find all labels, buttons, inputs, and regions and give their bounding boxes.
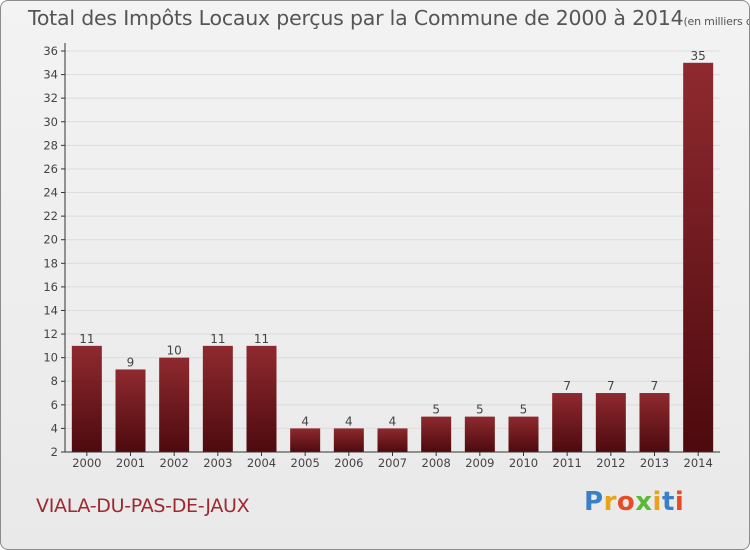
y-tick-label: 20 — [43, 233, 58, 247]
value-label: 11 — [254, 332, 269, 346]
value-label: 35 — [691, 49, 706, 63]
y-tick-label: 18 — [43, 256, 58, 270]
y-tick-label: 6 — [51, 398, 58, 412]
logo-letter: i — [652, 487, 662, 517]
x-tick-label: 2013 — [640, 456, 669, 470]
commune-name: VIALA-DU-PAS-DE-JAUX — [36, 495, 250, 517]
x-tick-label: 2009 — [465, 456, 494, 470]
value-label: 5 — [432, 403, 440, 417]
value-label: 7 — [563, 379, 571, 393]
logo-letter: P — [584, 487, 604, 517]
bar-2009 — [464, 416, 495, 452]
value-label: 5 — [520, 403, 528, 417]
x-tick-label: 2000 — [72, 456, 101, 470]
value-label: 7 — [651, 379, 659, 393]
bar-2010 — [508, 416, 539, 452]
bar-2011 — [552, 393, 583, 452]
y-tick-label: 30 — [43, 115, 58, 129]
bar-2001 — [115, 369, 146, 452]
logo-letter: r — [603, 487, 617, 517]
y-tick-label: 34 — [43, 68, 58, 82]
x-tick-label: 2002 — [160, 456, 189, 470]
x-tick-label: 2007 — [378, 456, 407, 470]
value-label: 4 — [345, 414, 353, 428]
y-tick-label: 2 — [51, 445, 58, 459]
y-tick-label: 10 — [43, 351, 58, 365]
y-tick-label: 32 — [43, 91, 58, 105]
x-tick-label: 2011 — [553, 456, 582, 470]
x-tick-label: 2008 — [422, 456, 451, 470]
x-tick-label: 2003 — [203, 456, 232, 470]
x-tick-label: 2006 — [334, 456, 363, 470]
bar-2000 — [71, 345, 102, 452]
y-tick-label: 22 — [43, 209, 58, 223]
value-label: 9 — [127, 355, 135, 369]
bar-2013 — [639, 393, 670, 452]
y-tick-label: 12 — [43, 327, 58, 341]
value-label: 7 — [607, 379, 615, 393]
chart-title-unit: (en milliers d'€) — [683, 15, 749, 28]
x-tick-label: 2005 — [291, 456, 320, 470]
bar-2004 — [246, 345, 277, 452]
y-tick-label: 28 — [43, 138, 58, 152]
value-label: 11 — [79, 332, 94, 346]
y-tick-label: 8 — [51, 374, 58, 388]
y-tick-label: 4 — [51, 421, 58, 435]
logo-letter: i — [674, 487, 685, 517]
chart-title-text: Total des Impôts Locaux perçus par la Co… — [28, 6, 684, 30]
value-label: 11 — [210, 332, 225, 346]
logo-letter: o — [616, 487, 636, 517]
bar-2008 — [421, 416, 452, 452]
y-tick-label: 16 — [43, 280, 58, 294]
y-tick-label: 26 — [43, 162, 58, 176]
x-tick-label: 2001 — [116, 456, 145, 470]
bar-2007 — [377, 428, 408, 452]
bar-2002 — [159, 357, 190, 452]
logo-letter: t — [661, 487, 675, 517]
value-label: 4 — [301, 414, 309, 428]
x-tick-label: 2014 — [684, 456, 713, 470]
bar-2003 — [202, 345, 233, 452]
y-tick-label: 36 — [43, 44, 58, 58]
y-tick-label: 14 — [43, 303, 58, 317]
value-label: 4 — [389, 414, 397, 428]
bars: 11 9 10 11 11 4 4 4 5 5 5 7 7 7 35 — [71, 49, 714, 452]
y-tick-label: 24 — [43, 186, 58, 200]
x-tick-label: 2012 — [596, 456, 625, 470]
bar-2014 — [683, 62, 714, 452]
bar-2012 — [595, 393, 626, 452]
logo-letter: x — [635, 487, 653, 517]
bar-2005 — [290, 428, 321, 452]
value-label: 5 — [476, 403, 484, 417]
value-label: 10 — [167, 344, 182, 358]
chart-title: Total des Impôts Locaux perçus par la Co… — [28, 6, 749, 30]
x-tick-label: 2010 — [509, 456, 538, 470]
bar-2006 — [333, 428, 364, 452]
x-tick-label: 2004 — [247, 456, 276, 470]
proxiti-logo[interactable]: Proxiti — [584, 487, 684, 517]
